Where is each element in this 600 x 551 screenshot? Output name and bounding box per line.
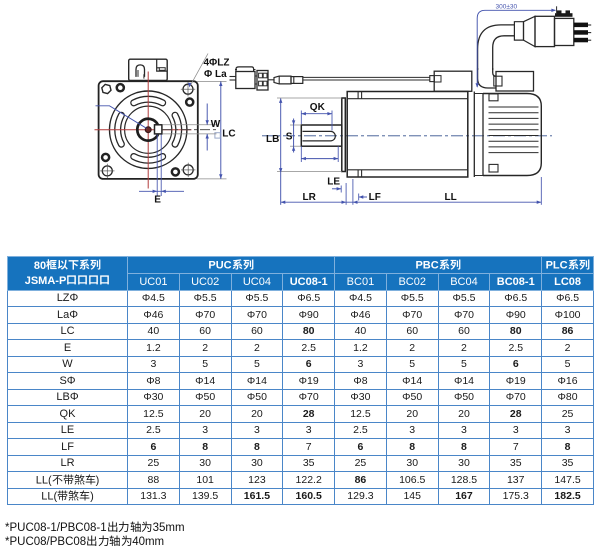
svg-text:QK: QK	[310, 102, 326, 113]
svg-text:LC: LC	[222, 128, 235, 139]
svg-text:W: W	[211, 119, 221, 130]
svg-text:E: E	[154, 194, 161, 205]
svg-text:LE: LE	[327, 177, 340, 188]
svg-text:S: S	[286, 132, 293, 143]
svg-text:LF: LF	[369, 192, 381, 203]
svg-text:LR: LR	[303, 192, 317, 203]
svg-text:LL: LL	[445, 192, 457, 203]
svg-text:300±30: 300±30	[496, 4, 518, 11]
svg-text:LB: LB	[266, 134, 279, 145]
svg-text:4ΦLZ: 4ΦLZ	[204, 58, 230, 69]
svg-text:Φ La: Φ La	[204, 69, 227, 80]
